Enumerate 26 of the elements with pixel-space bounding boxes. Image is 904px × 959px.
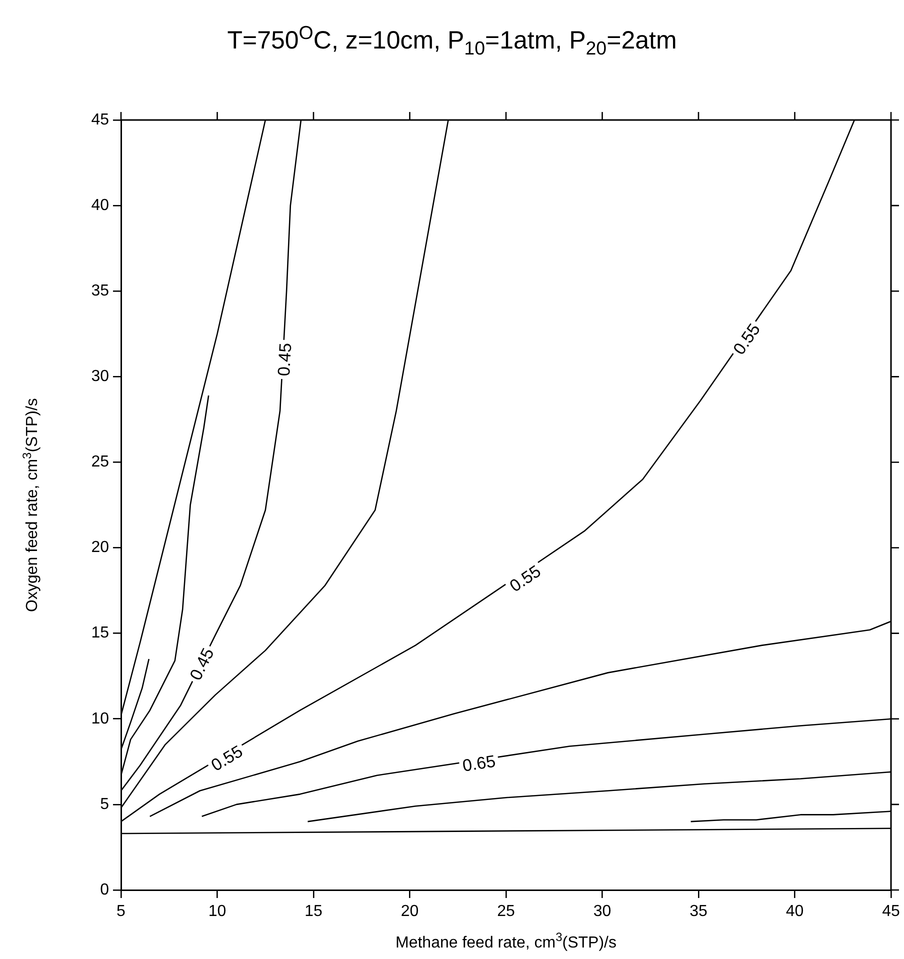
annotation: 0.55 xyxy=(506,562,544,596)
x-tick-label: 5 xyxy=(116,903,126,920)
annotation: 0.55 xyxy=(208,742,246,776)
x-tick-label: 40 xyxy=(786,903,804,920)
x-tick-label: 10 xyxy=(208,903,226,920)
x-tick-label: 30 xyxy=(593,903,612,920)
y-tick-label: 45 xyxy=(91,111,110,128)
x-tick-label: 45 xyxy=(882,903,900,920)
y-tick-label: 25 xyxy=(91,454,110,471)
y-tick-label: 20 xyxy=(91,539,110,556)
y-tick-label: 15 xyxy=(91,624,110,642)
annotation: 0.45 xyxy=(274,342,296,377)
annotation: 0.45 xyxy=(186,645,218,684)
x-tick-label: 15 xyxy=(304,903,322,920)
x-tick-label: 25 xyxy=(497,903,515,920)
x-tick-label: 35 xyxy=(690,903,708,920)
y-tick-label: 10 xyxy=(91,710,110,728)
y-tick-label: 5 xyxy=(100,796,110,813)
y-tick-label: 40 xyxy=(91,196,110,214)
y-tick-label: 35 xyxy=(91,282,110,300)
chart-title: T=750$^{O}$C, z=10cm, P$_{10}$=1atm, P$_{20}$=2atm xyxy=(226,22,678,60)
y-tick-label: 30 xyxy=(91,368,110,386)
y-tick-label: 0 xyxy=(100,881,110,898)
x-axis-title: Methane feed rate, cm$^{3}$(STP)/s xyxy=(394,930,618,952)
x-tick-label: 20 xyxy=(400,903,419,920)
annotation: 0.65 xyxy=(461,752,497,776)
